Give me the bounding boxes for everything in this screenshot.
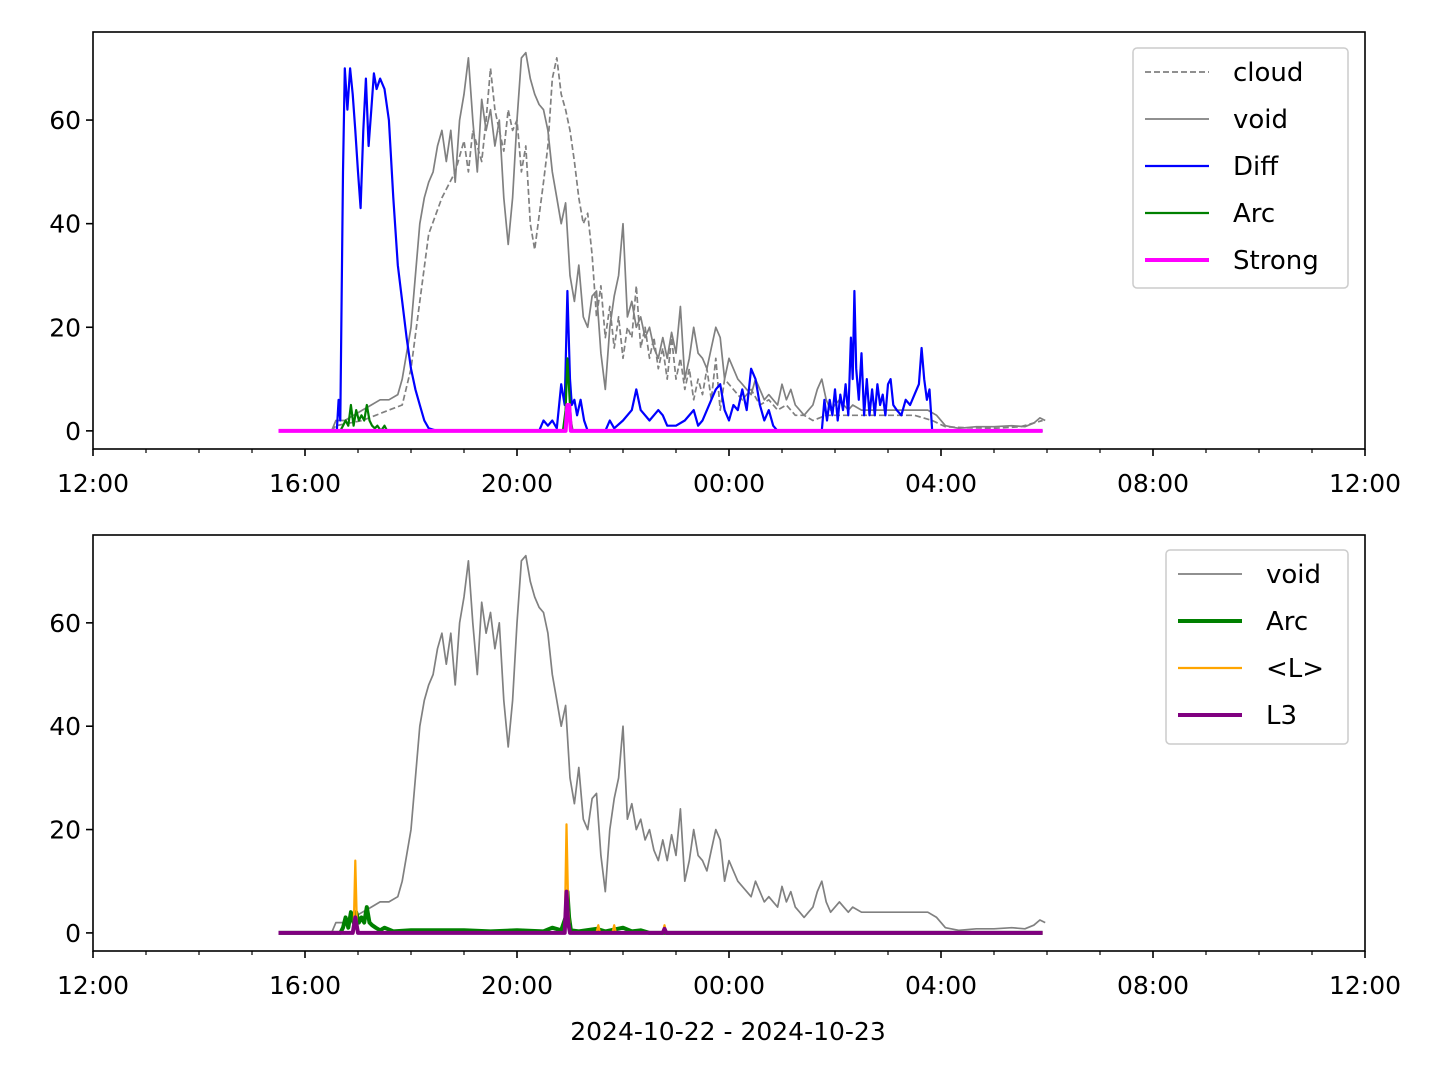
y-tick-label: 60	[49, 609, 81, 638]
legend-box	[1165, 549, 1349, 745]
legend-label-strong: Strong	[1233, 246, 1319, 276]
legend-label-l3: L3	[1266, 701, 1297, 731]
series-line-cloud	[330, 57, 1043, 432]
series-line-strong	[278, 403, 1043, 433]
x-tick-label: 20:00	[481, 971, 553, 1000]
legend-label-arc: Arc	[1233, 199, 1275, 229]
x-axis-label: 2024-10-22 - 2024-10-23	[570, 1017, 886, 1046]
legend-label-void: void	[1266, 560, 1321, 590]
x-tick-label: 08:00	[1117, 971, 1189, 1000]
x-tick-label: 04:00	[905, 469, 977, 498]
x-tick-label: 16:00	[269, 469, 341, 498]
x-tick-label: 12:00	[57, 469, 129, 498]
legend-label-void: void	[1233, 105, 1288, 135]
plot-area	[278, 554, 1046, 935]
legend: void Arc <L> L3	[1165, 549, 1349, 745]
x-tick-label: 04:00	[905, 971, 977, 1000]
x-tick-label: 08:00	[1117, 469, 1189, 498]
y-tick-label: 0	[65, 919, 81, 948]
x-tick-label: 20:00	[481, 469, 553, 498]
top-panel: 0 20 40 60 12:00 16:00 20:00 00:00 04:00 08:00 12:…	[49, 31, 1401, 498]
legend-label-arc: Arc	[1266, 607, 1308, 637]
y-tick-label: 40	[49, 712, 81, 741]
x-tick-label: 12:00	[1329, 469, 1401, 498]
y-tick-label: 60	[49, 106, 81, 135]
x-tick-label: 00:00	[693, 469, 765, 498]
y-tick-label: 0	[65, 417, 81, 446]
plot-area	[278, 51, 1046, 433]
series-line-arc	[278, 357, 1043, 432]
legend-label-diff: Diff	[1233, 152, 1279, 182]
legend-box	[1132, 47, 1349, 289]
series-line-diff	[278, 67, 1043, 432]
x-tick-label: 00:00	[693, 971, 765, 1000]
y-tick-label: 40	[49, 210, 81, 239]
x-tick-label: 16:00	[269, 971, 341, 1000]
x-tick-label: 12:00	[57, 971, 129, 1000]
y-tick-label: 20	[49, 816, 81, 845]
legend: cloud void Diff Arc Strong	[1132, 47, 1349, 289]
y-tick-label: 20	[49, 313, 81, 342]
legend-label-l: <L>	[1266, 654, 1324, 684]
bottom-panel: 0 20 40 60 12:00 16:00 20:00 00:00 04:00 08:00 12:…	[49, 534, 1401, 1000]
series-line-l3	[278, 889, 1043, 935]
x-tick-label: 12:00	[1329, 971, 1401, 1000]
series-line-void	[330, 554, 1046, 934]
legend-label-cloud: cloud	[1233, 58, 1303, 88]
